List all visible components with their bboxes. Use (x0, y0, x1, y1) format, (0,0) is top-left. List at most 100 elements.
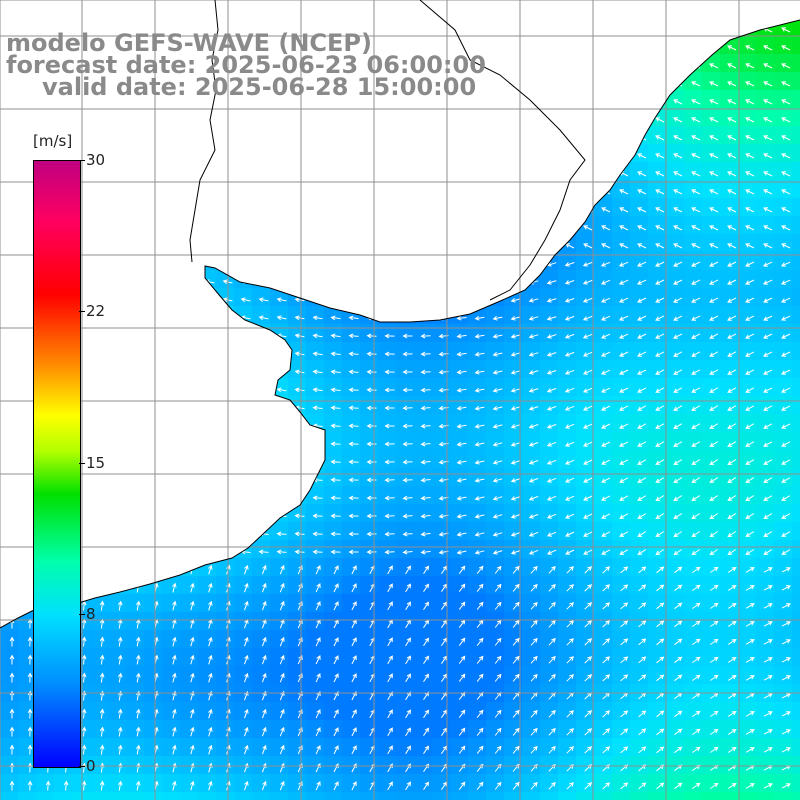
wind-vector-arrow (655, 189, 665, 195)
wind-vector-arrow (691, 225, 701, 231)
field-cell (378, 792, 397, 800)
field-cell (144, 792, 163, 800)
field-cell (306, 756, 325, 775)
field-cell (378, 126, 397, 145)
field-cell (162, 558, 181, 577)
wind-vector-arrow (618, 315, 629, 321)
wind-vector-arrow (402, 45, 413, 51)
wind-vector-arrow (564, 262, 575, 267)
wind-vector-arrow (565, 531, 575, 537)
wind-vector-arrow (348, 387, 359, 393)
wind-vector-arrow (546, 441, 557, 447)
wind-vector-arrow (474, 261, 485, 267)
field-cell (486, 630, 505, 649)
wind-vector-arrow (492, 261, 503, 267)
wind-vector-arrow (132, 117, 143, 122)
field-cell (324, 378, 343, 397)
field-cell (576, 36, 595, 55)
field-cell (414, 198, 433, 217)
field-cell (756, 450, 775, 469)
field-cell (126, 324, 145, 343)
wind-vector-arrow (348, 189, 359, 195)
field-cell (306, 522, 325, 541)
wind-vector-arrow (114, 189, 125, 195)
field-cell (666, 576, 685, 595)
field-cell (360, 396, 379, 415)
field-cell (576, 576, 595, 595)
field-cell (648, 0, 667, 19)
field-cell (360, 666, 379, 685)
wind-vector-arrow (135, 600, 141, 611)
field-cell (558, 720, 577, 739)
field-cell (324, 270, 343, 289)
wind-vector-arrow (727, 63, 737, 69)
field-cell (774, 486, 793, 505)
wind-vector-arrow (546, 423, 557, 429)
colorbar-tick-label: 0 (86, 757, 96, 775)
wind-vector-arrow (348, 405, 359, 411)
wind-vector-arrow (727, 207, 737, 213)
field-cell (486, 342, 505, 361)
field-cell (0, 0, 19, 19)
field-cell (576, 612, 595, 631)
field-cell (756, 666, 775, 685)
field-cell (234, 630, 253, 649)
field-cell (486, 72, 505, 91)
wind-vector-arrow (691, 333, 701, 339)
wind-vector-arrow (582, 279, 593, 285)
field-cell (702, 20, 721, 37)
wind-vector-arrow (315, 744, 321, 755)
field-cell (486, 486, 505, 505)
field-cell (612, 252, 631, 271)
field-cell (648, 612, 667, 631)
field-cell (630, 126, 649, 145)
field-cell (666, 612, 685, 631)
wind-vector-arrow (528, 153, 539, 159)
field-cell (504, 450, 523, 469)
field-cell (450, 774, 469, 793)
wind-vector-arrow (763, 369, 773, 375)
field-cell (792, 792, 800, 800)
wind-vector-arrow (582, 261, 593, 267)
field-cell (486, 180, 505, 199)
wind-vector-arrow (332, 10, 341, 14)
wind-vector-arrow (546, 370, 557, 375)
field-cell (468, 20, 487, 37)
wind-vector-arrow (674, 620, 683, 628)
field-cell (180, 792, 199, 800)
field-cell (198, 342, 217, 361)
field-cell (144, 702, 163, 721)
wind-vector-arrow (510, 532, 521, 537)
field-cell (180, 630, 199, 649)
field-cell (126, 342, 145, 361)
field-cell (702, 414, 721, 433)
field-cell (324, 180, 343, 199)
field-cell (396, 792, 415, 800)
wind-vector-arrow (240, 459, 251, 465)
wind-vector-arrow (600, 351, 611, 357)
wind-vector-arrow (709, 27, 719, 33)
wind-vector-arrow (279, 744, 285, 755)
field-cell (378, 522, 397, 541)
field-cell (108, 648, 127, 667)
wind-vector-arrow (655, 531, 665, 537)
wind-vector-arrow (583, 153, 593, 159)
wind-vector-arrow (423, 655, 430, 664)
field-cell (342, 396, 361, 415)
wind-vector-arrow (620, 602, 629, 610)
field-cell (522, 432, 541, 451)
field-cell (648, 162, 667, 181)
field-cell (306, 324, 325, 343)
wind-vector-arrow (745, 549, 755, 556)
wind-vector-arrow (474, 225, 485, 231)
field-cell (720, 414, 739, 433)
field-cell (342, 270, 361, 289)
wind-vector-arrow (637, 549, 647, 555)
field-cell (540, 486, 559, 505)
field-cell (288, 720, 307, 739)
field-cell (504, 540, 523, 559)
wind-vector-arrow (691, 531, 700, 538)
field-cell (486, 162, 505, 181)
wind-vector-arrow (510, 352, 521, 357)
wind-vector-arrow (150, 531, 161, 537)
